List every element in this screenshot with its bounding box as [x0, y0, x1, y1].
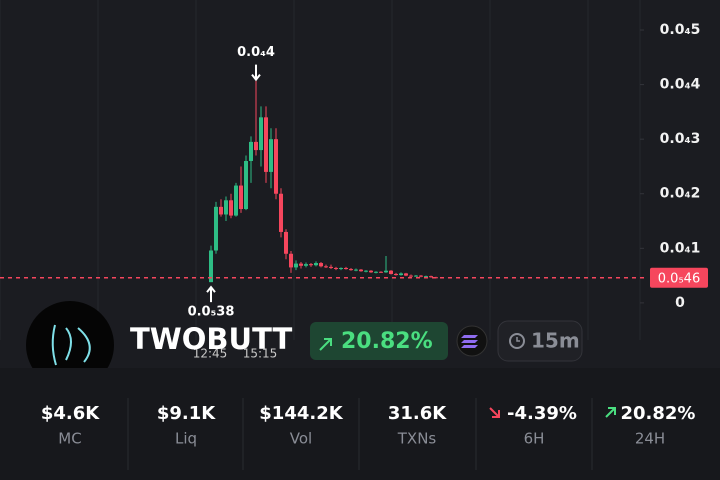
trend-icon	[605, 407, 616, 418]
candle-body	[404, 273, 408, 276]
y-tick-label: 0	[675, 295, 685, 311]
stat-label: MC	[58, 430, 81, 448]
token-name: TWOBUTT	[130, 322, 293, 356]
candle-body	[229, 200, 233, 216]
stat-label: 24H	[635, 430, 665, 448]
candle-body	[314, 263, 318, 266]
candle-body	[384, 270, 388, 273]
candle-body	[424, 276, 428, 278]
candle-body	[429, 276, 433, 278]
candle-body	[394, 273, 398, 276]
candle-body	[294, 263, 298, 268]
candle-body	[214, 206, 218, 251]
stat-value: $144.2K	[259, 403, 343, 424]
candle-body	[239, 185, 243, 210]
token-overlay: TWOBUTT 20.82% 15m	[26, 301, 583, 389]
candle-body	[219, 206, 223, 215]
clock-icon	[509, 333, 525, 349]
candle-body	[389, 270, 393, 274]
candle-body	[309, 264, 313, 266]
candle-body	[379, 271, 383, 273]
candle-body	[399, 273, 403, 276]
y-tick-label: 0.0₄2	[660, 186, 701, 202]
last-price-tag	[650, 267, 708, 288]
candle-body	[409, 275, 413, 277]
candle-body	[339, 267, 343, 269]
stat-value: 20.82%	[621, 403, 696, 424]
stats: $4.6K MC $9.1K Liq $144.2K Vol 31.6K TXNs -4.39%…	[41, 398, 696, 470]
candle-body	[334, 267, 338, 269]
candle-body	[344, 267, 348, 270]
candle-body	[359, 269, 363, 272]
candle-body	[244, 160, 248, 210]
candle-body	[304, 264, 308, 266]
candle-body	[349, 269, 353, 271]
candle-body	[299, 263, 303, 266]
candle-body	[249, 141, 253, 161]
candle-body	[264, 117, 268, 172]
candle-body	[284, 231, 288, 254]
stat-value: -4.39%	[507, 403, 577, 424]
candle-body	[319, 263, 323, 267]
candle-body	[369, 270, 373, 273]
change-badge	[310, 322, 448, 360]
candle-body	[324, 266, 328, 268]
y-tick-label: 0.0₄3	[660, 131, 701, 147]
chain-logo	[461, 335, 478, 348]
stat-value: $4.6K	[41, 403, 100, 424]
interval-label[interactable]: 15m	[531, 329, 580, 353]
y-tick-label: 0.0₄5	[660, 22, 701, 38]
stat-value: $9.1K	[157, 403, 216, 424]
candle-body	[274, 139, 278, 194]
candle-body	[374, 271, 378, 273]
annotation-label: 0.0₄4	[237, 45, 275, 60]
annotation-arrow	[251, 64, 261, 82]
candle-body	[279, 193, 283, 232]
interval-button[interactable]	[497, 320, 583, 362]
candle-body	[414, 275, 418, 277]
clock-hands	[516, 337, 520, 342]
up-arrow-icon	[319, 338, 332, 351]
last-price-label: 0.0₅46	[658, 271, 700, 286]
candle-body	[209, 250, 213, 283]
avatar-logo	[51, 324, 91, 366]
y-tick-label: 0.0₄4	[660, 77, 701, 93]
annotation-arrow	[206, 285, 216, 303]
trend-icon	[489, 407, 500, 418]
chart-background	[0, 0, 720, 368]
candle-body	[269, 139, 273, 172]
candle-body	[254, 141, 258, 151]
stat-label: Liq	[175, 430, 197, 448]
x-tick-label: 15:15	[243, 347, 278, 361]
change-value: 20.82%	[341, 329, 433, 354]
annotation-label: 0.0₅38	[188, 305, 235, 320]
stat-label: 6H	[524, 430, 545, 448]
candle-body	[289, 253, 293, 268]
candle-body	[259, 117, 263, 151]
y-tick-label: 0.0₄1	[660, 240, 701, 256]
candle-body	[364, 270, 368, 272]
grid	[0, 0, 641, 340]
candle-body	[354, 269, 358, 271]
x-tick-label: 12:45	[193, 347, 228, 361]
stat-value: 31.6K	[388, 403, 447, 424]
plot: 0 0.0₄1 0.0₄2 0.0₄3 0.0₄4 0.0₄5 12:45 15:15 0.0₅…	[0, 22, 708, 361]
candle-body	[224, 200, 228, 215]
stat-label: Vol	[290, 430, 312, 448]
candle-body	[419, 275, 423, 277]
candle-body	[234, 185, 238, 216]
stats-bar	[0, 368, 720, 480]
candle-body	[329, 266, 333, 268]
stat-label: TXNs	[397, 430, 437, 448]
